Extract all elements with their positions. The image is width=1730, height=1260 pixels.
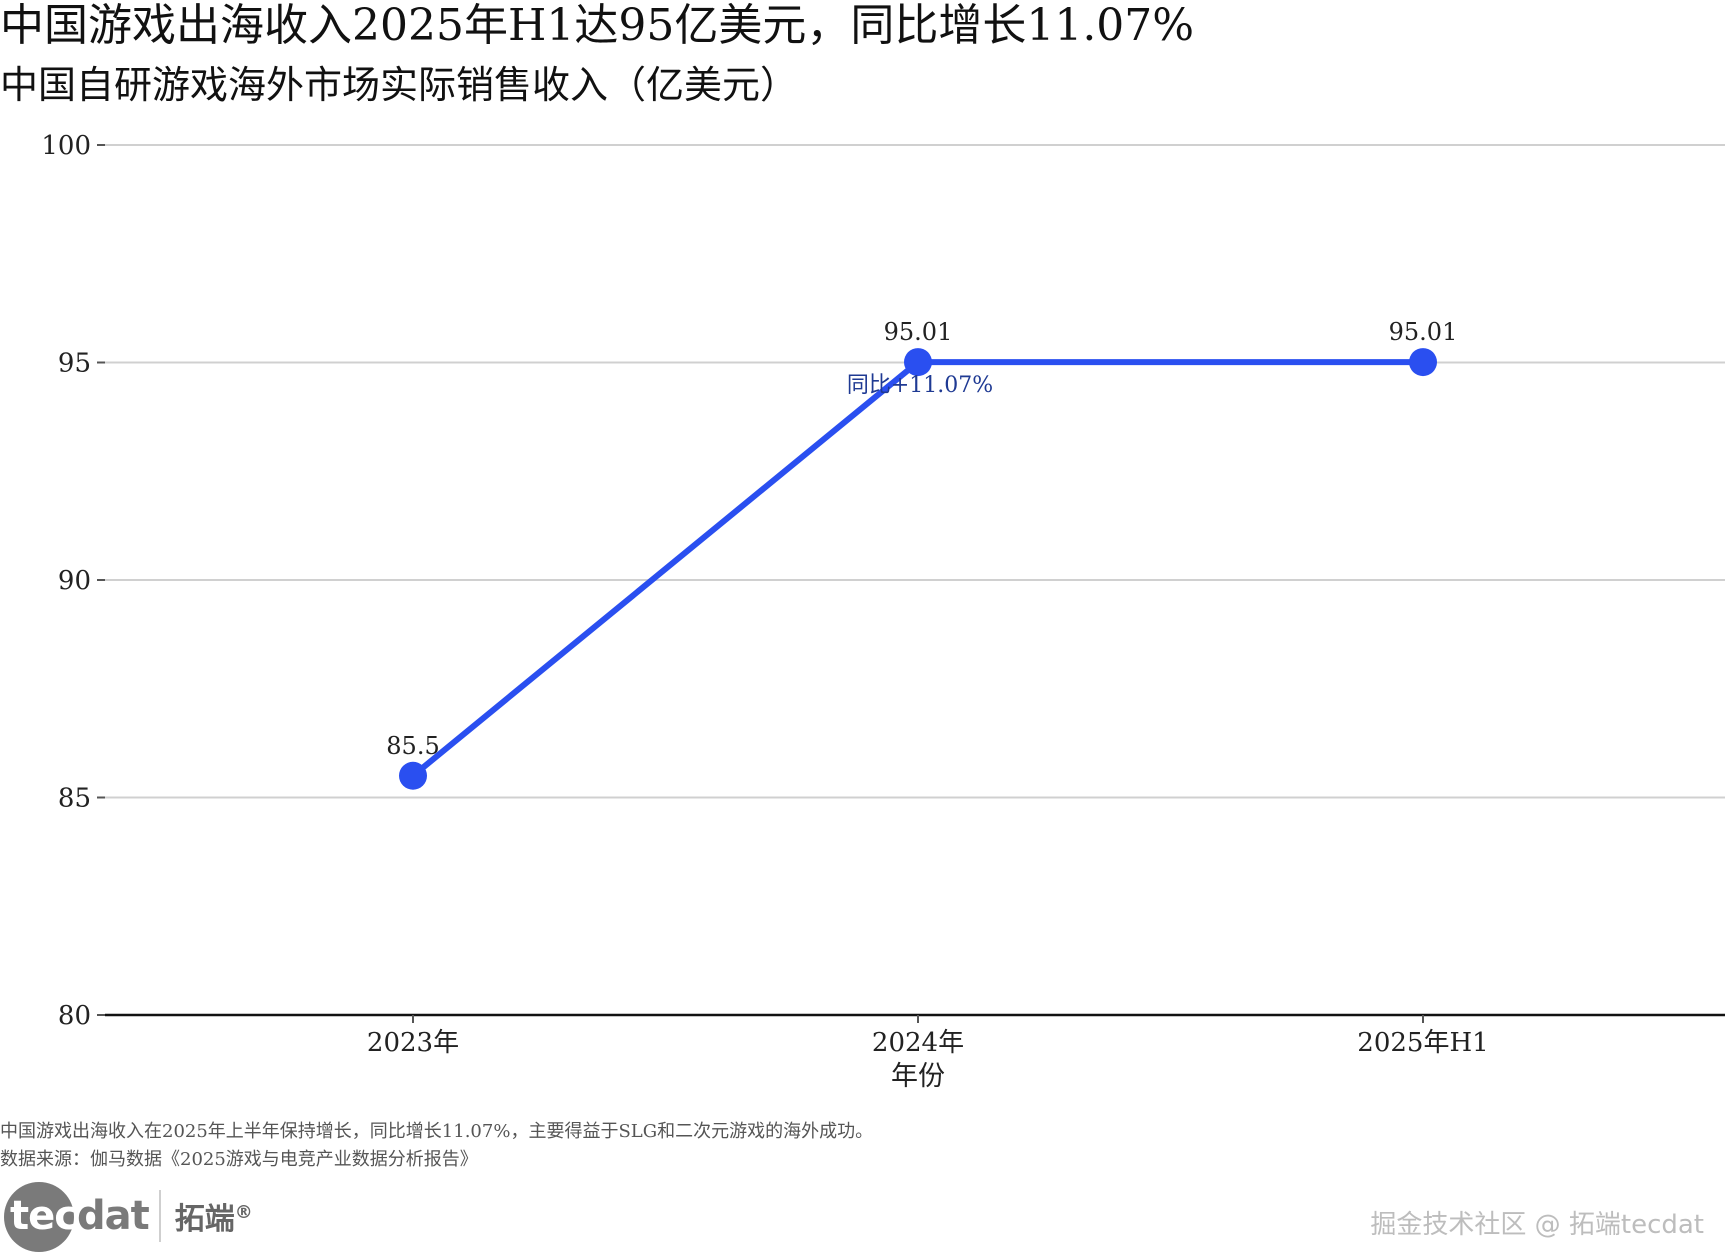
logo-divider: [158, 1190, 161, 1242]
x-tick-label: 2025年H1: [1357, 1028, 1488, 1058]
x-tick-label: 2023年: [367, 1028, 459, 1058]
yoy-annotation: 同比+11.07%: [847, 373, 993, 398]
chart-title: 中国游戏出海收入2025年H1达95亿美元，同比增长11.07%: [0, 0, 1195, 51]
data-source: 数据来源：伽马数据《2025游戏与电竞产业数据分析报告》: [0, 1149, 478, 1170]
logo-wordmark: tecdat: [10, 1193, 150, 1239]
tecdat-logo: tecdat 拓端®: [4, 1180, 253, 1252]
data-label: 95.01: [884, 318, 953, 346]
data-point: [1409, 348, 1437, 377]
data-labels: 85.5 95.01 95.01 同比+11.07%: [386, 318, 1457, 760]
chart-subtitle: 中国自研游戏海外市场实际销售收入（亿美元）: [0, 63, 799, 107]
x-tick-label: 2024年: [872, 1028, 964, 1058]
line-segment: [410, 359, 921, 779]
data-point: [904, 348, 932, 377]
y-tick-label: 85: [58, 784, 91, 814]
axes: 80 85 90 95 100 2023年 2024年 2025年H1 年份: [41, 131, 1725, 1092]
y-tick-label: 90: [58, 566, 91, 596]
series-revenue: [399, 348, 1437, 790]
chart-caption: 中国游戏出海收入在2025年上半年保持增长，同比增长11.07%，主要得益于SL…: [0, 1121, 874, 1142]
y-tick-label: 100: [41, 131, 91, 161]
gridlines: [105, 144, 1725, 799]
x-axis-title: 年份: [891, 1061, 945, 1092]
logo-cn-name: 拓端®: [174, 1202, 253, 1237]
watermark: 掘金技术社区 @ 拓端tecdat: [1370, 1210, 1704, 1240]
y-tick-label: 95: [58, 349, 91, 379]
data-label: 95.01: [1389, 318, 1458, 346]
data-label: 85.5: [386, 732, 439, 760]
data-point: [399, 761, 427, 790]
logo-circle-icon: [4, 1182, 74, 1252]
y-tick-label: 80: [58, 1001, 91, 1031]
